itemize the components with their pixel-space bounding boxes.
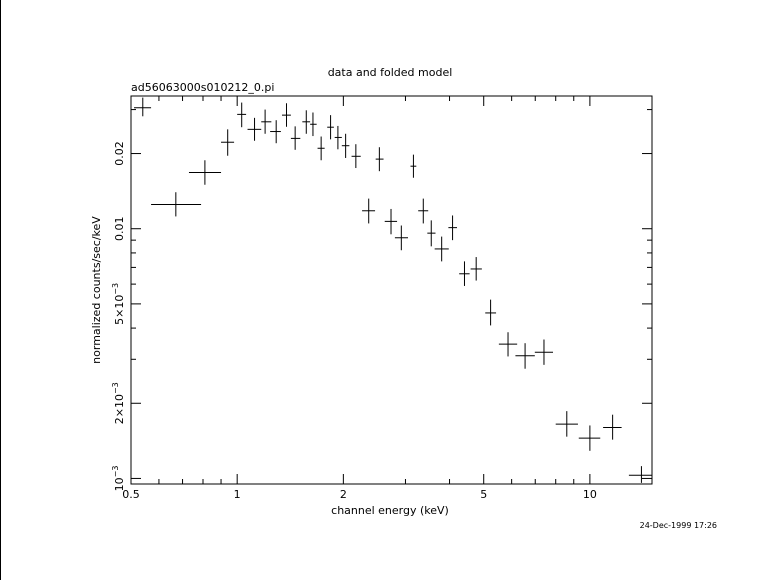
data-point — [448, 215, 458, 241]
data-points — [134, 97, 652, 483]
chart-subtitle: ad56063000s010212_0.pi — [131, 81, 274, 94]
data-point — [282, 103, 291, 127]
x-axis-ticks — [130, 96, 591, 484]
data-point — [270, 120, 281, 144]
data-point — [134, 97, 152, 117]
data-point — [302, 110, 311, 134]
data-point — [394, 225, 408, 251]
data-point — [410, 154, 417, 178]
data-point — [341, 133, 350, 158]
data-point — [334, 125, 342, 150]
y-axis-ticks — [131, 109, 652, 479]
data-point — [247, 117, 262, 141]
data-point — [362, 198, 376, 224]
x-tick-labels: 0.5 1 2 5 10 — [122, 488, 597, 501]
x-axis-label: channel energy (keV) — [331, 504, 449, 517]
y-tick-label: 10−3 — [111, 466, 126, 492]
y-tick-label: 2×10−3 — [111, 382, 126, 424]
y-tick-label: 0.01 — [113, 216, 126, 241]
data-point — [534, 339, 554, 365]
chart-title: data and folded model — [328, 66, 453, 79]
x-tick-label: 0.5 — [122, 488, 140, 501]
y-tick-labels: 10−3 2×10−3 5×10−3 0.01 0.02 — [111, 141, 126, 491]
data-point — [384, 208, 398, 235]
data-point — [515, 343, 535, 369]
x-tick-label: 10 — [583, 488, 597, 501]
x-tick-label: 5 — [480, 488, 487, 501]
data-point — [555, 411, 578, 437]
data-point — [628, 466, 652, 483]
x-tick-label: 2 — [340, 488, 347, 501]
data-point — [603, 414, 622, 440]
data-point — [485, 299, 497, 326]
data-point — [459, 261, 470, 286]
data-point — [470, 257, 482, 281]
data-point — [578, 425, 601, 451]
timestamp: 24-Dec-1999 17:26 — [640, 521, 717, 530]
data-point — [434, 236, 449, 262]
y-tick-label: 5×10−3 — [111, 283, 126, 325]
data-point — [237, 102, 247, 128]
data-point — [375, 147, 384, 172]
data-point — [221, 129, 235, 156]
y-axis-label: normalized counts/sec/keV — [90, 216, 103, 364]
data-point — [188, 160, 222, 185]
y-tick-label: 0.02 — [113, 141, 126, 166]
data-point — [498, 332, 518, 357]
data-point — [317, 136, 325, 161]
data-point — [290, 126, 301, 150]
plot-frame — [130, 95, 653, 485]
x-tick-label: 1 — [234, 488, 241, 501]
data-point — [151, 192, 202, 217]
data-point — [351, 144, 361, 169]
data-point — [418, 198, 429, 224]
data-point — [310, 112, 317, 137]
data-point — [261, 109, 272, 134]
data-point — [427, 220, 436, 247]
data-point — [327, 115, 334, 140]
